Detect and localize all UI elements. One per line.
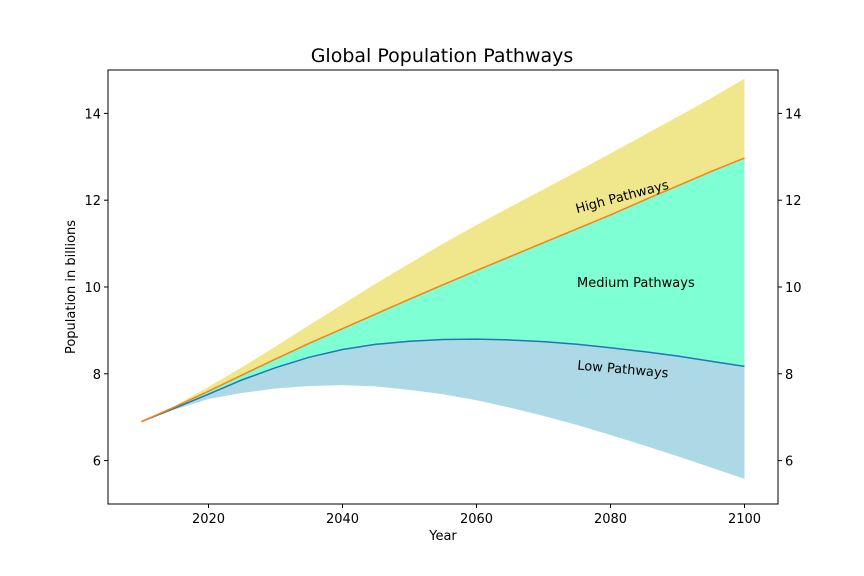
- x-axis-label: Year: [428, 529, 457, 544]
- y-tick-label-right: 8: [785, 368, 793, 383]
- medium-pathways-area: [141, 158, 745, 422]
- x-tick-label: 2020: [192, 512, 225, 527]
- x-tick-label: 2060: [460, 512, 493, 527]
- low-pathways-area: [141, 339, 745, 479]
- x-axis-ticks: 2020 2040 2060 2080 2100: [192, 504, 761, 527]
- x-tick-label: 2040: [326, 512, 359, 527]
- medium-upper-line: [141, 157, 745, 423]
- x-tick-label: 2100: [728, 512, 761, 527]
- x-tick-label: 2080: [594, 512, 627, 527]
- y-axis-label: Population in billions: [64, 220, 79, 354]
- y-tick-label-right: 6: [785, 455, 793, 470]
- y-tick-label-left: 8: [93, 368, 101, 383]
- y-tick-label-right: 12: [785, 194, 802, 209]
- y-tick-label-right: 14: [785, 107, 802, 122]
- plot-lines: [141, 157, 745, 423]
- y-axis-left-ticks: 6 8 10 12 14: [84, 107, 108, 470]
- high-pathways-area: [141, 78, 745, 422]
- y-axis-right-ticks: 6 8 10 12 14: [778, 107, 802, 470]
- y-tick-label-right: 10: [785, 281, 802, 296]
- medium-lower-line: [141, 338, 745, 423]
- y-tick-label-left: 6: [93, 455, 101, 470]
- plot-areas: [141, 78, 745, 479]
- chart-title: Global Population Pathways: [311, 45, 574, 67]
- y-tick-label-left: 12: [84, 194, 101, 209]
- y-tick-label-left: 14: [84, 107, 101, 122]
- medium-pathways-label: Medium Pathways: [577, 276, 695, 291]
- y-tick-label-left: 10: [84, 281, 101, 296]
